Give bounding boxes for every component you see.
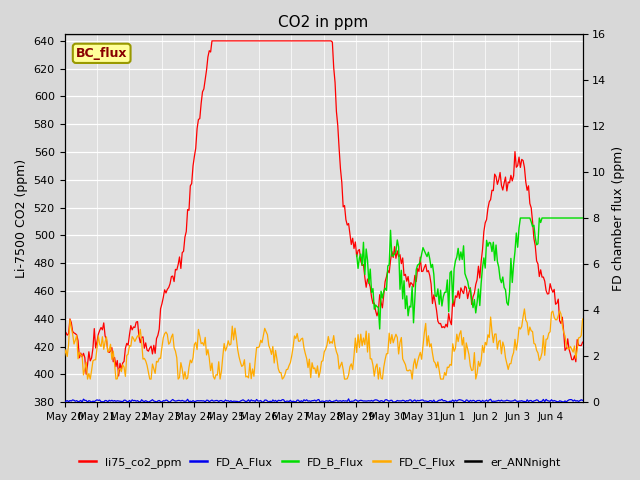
Legend: li75_co2_ppm, FD_A_Flux, FD_B_Flux, FD_C_Flux, er_ANNnight: li75_co2_ppm, FD_A_Flux, FD_B_Flux, FD_C… (75, 452, 565, 472)
Text: BC_flux: BC_flux (76, 47, 127, 60)
Y-axis label: Li-7500 CO2 (ppm): Li-7500 CO2 (ppm) (15, 158, 28, 277)
Title: CO2 in ppm: CO2 in ppm (278, 15, 369, 30)
Y-axis label: FD chamber flux (ppm): FD chamber flux (ppm) (612, 145, 625, 290)
